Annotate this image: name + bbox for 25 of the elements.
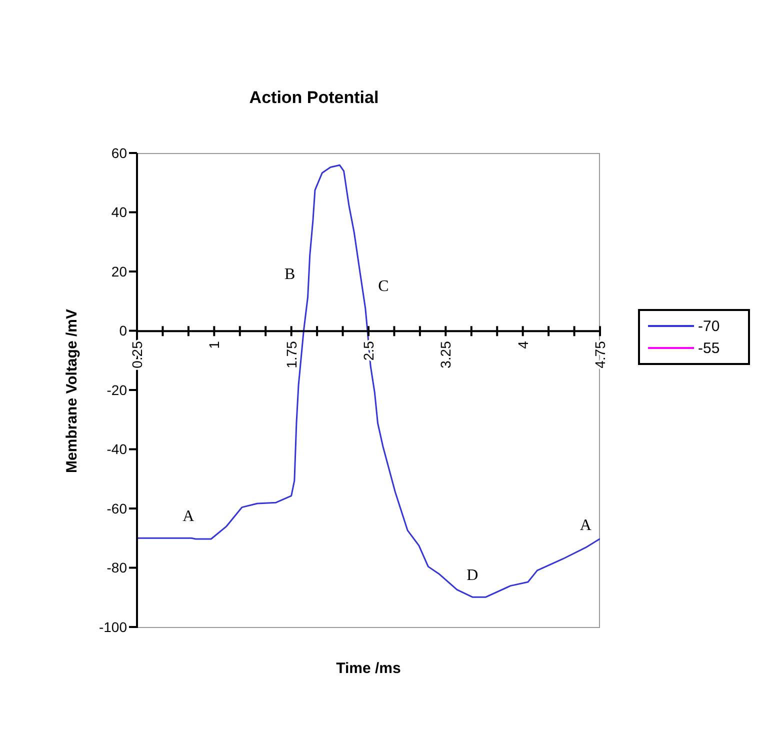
- y-tick-label: -20: [106, 382, 128, 398]
- y-tick-label: 20: [111, 263, 128, 280]
- y-tick-label: 0: [119, 322, 128, 339]
- annotation: C: [378, 278, 389, 296]
- y-tick-label: -60: [106, 500, 128, 516]
- x-tick-label: 1: [206, 340, 222, 349]
- legend-label: -70: [698, 318, 720, 335]
- x-tick-label: 3.25: [438, 340, 454, 368]
- annotation: A: [182, 508, 194, 526]
- y-tick-label: 40: [111, 204, 128, 220]
- x-tick-label: 2.5: [360, 340, 376, 361]
- annotation: A: [580, 517, 592, 536]
- annotation: D: [466, 567, 478, 586]
- x-axis-title: Time /ms: [335, 660, 402, 677]
- y-tick-label: 60: [111, 144, 128, 161]
- y-tick-label: -40: [106, 441, 128, 458]
- y-axis-title: Membrane Voltage /mV: [64, 308, 80, 472]
- annotation: B: [284, 266, 296, 284]
- y-tick-label: -80: [106, 560, 128, 576]
- x-tick-label: 1.75: [283, 340, 300, 368]
- chart-title: Action Potential: [248, 88, 380, 108]
- y-tick-label: -100: [98, 618, 128, 635]
- legend-label: -55: [698, 340, 720, 357]
- x-tick-label: 4: [514, 340, 531, 349]
- x-tick-label: 4.75: [592, 340, 608, 368]
